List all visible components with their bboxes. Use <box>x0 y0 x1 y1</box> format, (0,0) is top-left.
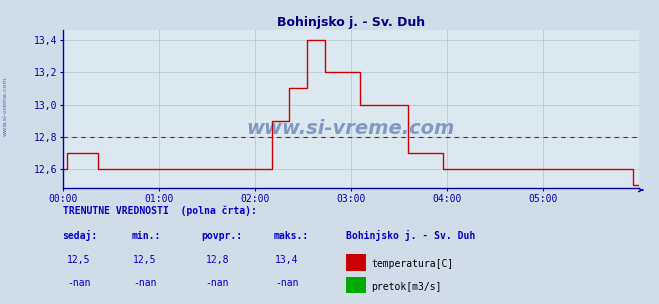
Title: Bohinjsko j. - Sv. Duh: Bohinjsko j. - Sv. Duh <box>277 16 425 29</box>
Text: 13,4: 13,4 <box>275 255 299 265</box>
Text: povpr.:: povpr.: <box>201 231 242 241</box>
Text: -nan: -nan <box>206 278 229 288</box>
Text: www.si-vreme.com: www.si-vreme.com <box>3 77 8 136</box>
Text: -nan: -nan <box>67 278 91 288</box>
Text: -nan: -nan <box>133 278 157 288</box>
Text: min.:: min.: <box>132 231 161 241</box>
Text: sedaj:: sedaj: <box>63 230 98 241</box>
Text: 12,5: 12,5 <box>133 255 157 265</box>
Text: pretok[m3/s]: pretok[m3/s] <box>371 282 442 292</box>
Text: 12,8: 12,8 <box>206 255 229 265</box>
Text: TRENUTNE VREDNOSTI  (polna črta):: TRENUTNE VREDNOSTI (polna črta): <box>63 206 256 216</box>
Text: -nan: -nan <box>275 278 299 288</box>
Text: Bohinjsko j. - Sv. Duh: Bohinjsko j. - Sv. Duh <box>346 230 475 241</box>
Text: www.si-vreme.com: www.si-vreme.com <box>246 119 455 138</box>
Text: maks.:: maks.: <box>273 231 308 241</box>
Text: 12,5: 12,5 <box>67 255 91 265</box>
Text: temperatura[C]: temperatura[C] <box>371 260 453 269</box>
